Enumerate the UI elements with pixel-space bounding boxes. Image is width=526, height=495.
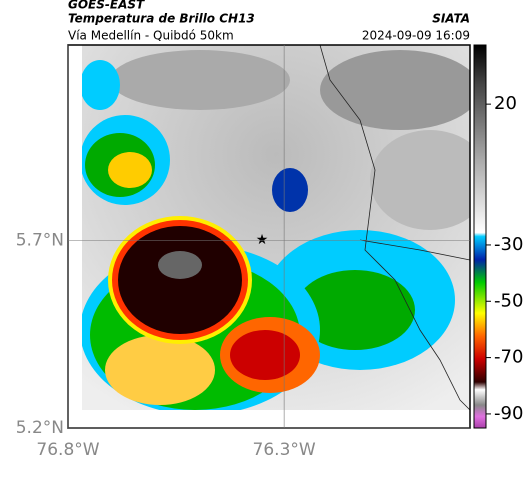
colorbar (473, 44, 487, 429)
x-tick-label: 76.8°W (36, 440, 99, 460)
org: SIATA (432, 12, 470, 26)
y-tick-label: 5.2°N (16, 418, 64, 438)
colorbar-tick-label: -70 (494, 347, 523, 368)
satellite-image (82, 45, 470, 410)
x-tick-label: 76.3°W (253, 440, 316, 460)
source: GOES-EAST (68, 0, 145, 12)
colorbar-tick-label: -30 (494, 234, 523, 255)
title: Temperatura de Brillo CH13 (68, 12, 255, 26)
colorbar-tick-label: -50 (494, 290, 523, 311)
subtitle: Vía Medellín - Quibdó 50km (68, 29, 234, 43)
y-tick-label: 5.7°N (16, 230, 64, 250)
colorbar-tick-label: -90 (494, 403, 523, 424)
border (319, 44, 471, 411)
colorbar-tick-label: 20 (494, 93, 517, 114)
date: 2024-09-09 16:09 (362, 29, 470, 43)
